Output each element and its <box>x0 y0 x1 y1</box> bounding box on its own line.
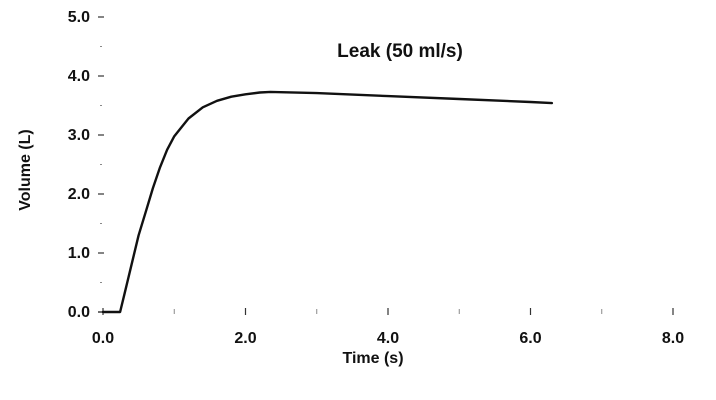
chart-title: Leak (50 ml/s) <box>337 41 463 62</box>
x-tick-label: 0.0 <box>92 330 114 347</box>
x-ticks: 0.0 2.0 4.0 6.0 8.0 <box>92 308 684 347</box>
x-tick-label: 4.0 <box>377 330 399 347</box>
y-tick-label: 4.0 <box>68 68 90 85</box>
y-axis-title: Volume (L) <box>17 129 34 210</box>
series-layer <box>101 90 554 314</box>
x-tick-label: 2.0 <box>234 330 256 347</box>
series-line <box>101 90 554 314</box>
y-tick-label: 0.0 <box>68 304 90 321</box>
y-tick-label: 3.0 <box>68 127 90 144</box>
y-ticks: 0.0 1.0 2.0 3.0 4.0 5.0 <box>68 9 104 321</box>
x-tick-label: 6.0 <box>519 330 541 347</box>
y-tick-label: 2.0 <box>68 186 90 203</box>
x-axis-title: Time (s) <box>342 350 403 367</box>
y-tick-label: 1.0 <box>68 245 90 262</box>
y-tick-label: 5.0 <box>68 9 90 26</box>
x-tick-label: 8.0 <box>662 330 684 347</box>
